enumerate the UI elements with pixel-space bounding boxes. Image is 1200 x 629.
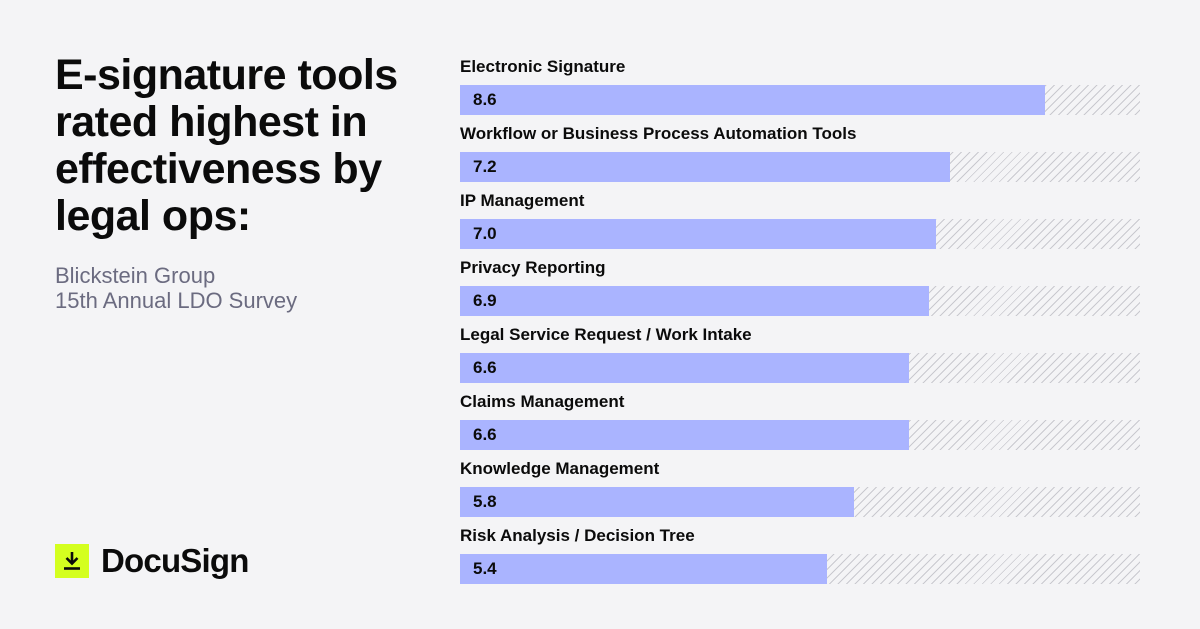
download-arrow-icon — [55, 544, 89, 578]
logo-wordmark: DocuSign — [101, 542, 249, 579]
category-label: Workflow or Business Process Automation … — [460, 124, 857, 143]
chart-row: Electronic Signature 8.6 — [460, 56, 1140, 118]
category-label: Claims Management — [460, 392, 625, 411]
chart-row: Knowledge Management 5.8 — [460, 458, 1140, 520]
chart-row: Claims Management 6.6 — [460, 391, 1140, 453]
category-label: Electronic Signature — [460, 57, 626, 76]
headline: E-signature tools rated highest in effec… — [55, 51, 398, 240]
category-label: Legal Service Request / Work Intake — [460, 325, 752, 344]
source-text: Blickstein Group 15th Annual LDO Survey — [55, 263, 415, 313]
chart-row: Legal Service Request / Work Intake 6.6 — [460, 324, 1140, 386]
category-label: IP Management — [460, 191, 585, 210]
source-line-2: 15th Annual LDO Survey — [55, 288, 298, 313]
bar-track: 5.4 — [460, 554, 1140, 584]
bar: 7.0 — [460, 219, 936, 249]
bar-track: 6.6 — [460, 420, 1140, 450]
bar-value-label: 6.9 — [473, 291, 497, 310]
bar-value-label: 7.2 — [473, 157, 497, 176]
bar-track: 8.6 — [460, 85, 1140, 115]
bar-track: 7.2 — [460, 152, 1140, 182]
bar: 7.2 — [460, 152, 950, 182]
category-label: Risk Analysis / Decision Tree — [460, 526, 695, 545]
bar: 6.6 — [460, 420, 909, 450]
bar: 5.4 — [460, 554, 828, 584]
source-line-1: Blickstein Group — [55, 263, 216, 288]
bar-value-label: 6.6 — [473, 358, 497, 377]
bar-track: 6.6 — [460, 353, 1140, 383]
bar: 6.9 — [460, 286, 930, 316]
bar: 6.6 — [460, 353, 909, 383]
docusign-logo: DocuSign — [55, 542, 249, 580]
bar-track: 5.8 — [460, 487, 1140, 517]
chart-row: Privacy Reporting 6.9 — [460, 257, 1140, 319]
category-label: Knowledge Management — [460, 459, 660, 478]
bar-value-label: 5.4 — [473, 559, 497, 578]
bar-value-label: 7.0 — [473, 224, 497, 243]
chart-row: Workflow or Business Process Automation … — [460, 123, 1140, 185]
chart-row: IP Management 7.0 — [460, 190, 1140, 252]
bar-value-label: 6.6 — [473, 425, 497, 444]
chart-row: Risk Analysis / Decision Tree 5.4 — [460, 525, 1140, 587]
bar-track: 7.0 — [460, 219, 1140, 249]
bar-value-label: 8.6 — [473, 90, 497, 109]
bar: 5.8 — [460, 487, 855, 517]
bar: 8.6 — [460, 85, 1045, 115]
bar-track: 6.9 — [460, 286, 1140, 316]
category-label: Privacy Reporting — [460, 258, 606, 277]
bar-value-label: 5.8 — [473, 492, 497, 511]
